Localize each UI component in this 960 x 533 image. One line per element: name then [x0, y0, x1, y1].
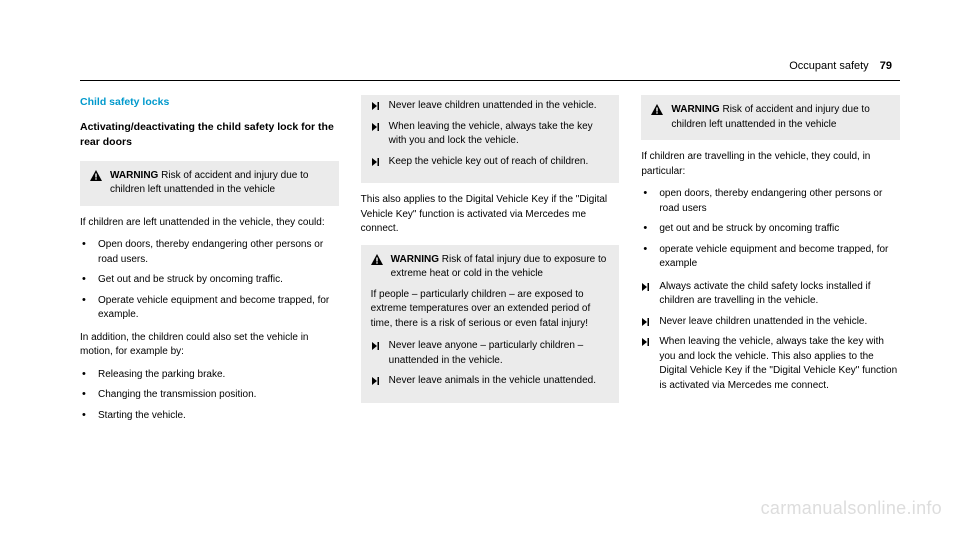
list-item: • get out and be struck by oncoming traff… [641, 222, 900, 237]
list-text: Always activate the child safety locks i… [659, 280, 900, 309]
header-rule [80, 80, 900, 81]
list-item: Always activate the child safety locks i… [641, 280, 900, 309]
list-item: Keep the vehicle key out of reach of chi… [371, 155, 610, 170]
list-item: Never leave animals in the vehicle unatt… [371, 374, 610, 389]
bullet-icon: • [80, 409, 90, 422]
arrow-icon [371, 122, 381, 132]
warning-box-1: WARNING Risk of accident and injury due … [80, 161, 339, 206]
warning-box-1-cont: Never leave children unattended in the v… [361, 95, 620, 183]
list-item: When leaving the vehicle, always take th… [371, 120, 610, 149]
list-item: • Releasing the parking brake. [80, 368, 339, 383]
list-text: When leaving the vehicle, always take th… [659, 335, 900, 393]
list-item: • operate vehicle equipment and become tr… [641, 243, 900, 272]
list-text: Never leave children unattended in the v… [659, 315, 867, 330]
list-text: Never leave children unattended in the v… [389, 99, 597, 114]
warning-box-2: WARNING Risk of fatal injury due to expo… [361, 245, 620, 403]
arrow-list: Never leave children unattended in the v… [371, 99, 610, 169]
watermark: carmanualsonline.info [761, 498, 942, 519]
paragraph: This also applies to the Digital Vehicle… [361, 193, 620, 237]
list-item: When leaving the vehicle, always take th… [641, 335, 900, 393]
arrow-list: Never leave anyone – particularly childr… [371, 339, 610, 389]
section-title: Child safety locks [80, 95, 339, 110]
warning-box-3: WARNING Risk of accident and injury due … [641, 95, 900, 140]
list-text: Get out and be struck by oncoming traffi… [98, 273, 283, 288]
manual-page: Occupant safety 79 Child safety locks Ac… [0, 0, 960, 451]
bullet-icon: • [641, 243, 651, 256]
list-text: Open doors, thereby endangering other pe… [98, 238, 339, 267]
bullet-icon: • [80, 368, 90, 381]
list-text: Never leave anyone – particularly childr… [389, 339, 610, 368]
list-item: • Starting the vehicle. [80, 409, 339, 424]
warning-icon [371, 254, 383, 265]
column-1: Child safety locks Activating/deactivati… [80, 95, 339, 431]
sub-title: Activating/deactivating the child safety… [80, 120, 339, 150]
bullet-icon: • [80, 273, 90, 286]
list-text: Never leave animals in the vehicle unatt… [389, 374, 596, 389]
warning-text: WARNING Risk of fatal injury due to expo… [391, 253, 610, 282]
arrow-icon [641, 337, 651, 347]
bullet-icon: • [80, 388, 90, 401]
bullet-icon: • [641, 187, 651, 200]
list-text: operate vehicle equipment and become tra… [659, 243, 900, 272]
list-item: • Operate vehicle equipment and become tr… [80, 294, 339, 323]
warning-icon [90, 170, 102, 181]
warning-label: WARNING [110, 170, 158, 181]
list-text: Operate vehicle equipment and become tra… [98, 294, 339, 323]
warning-label: WARNING [671, 104, 719, 115]
page-number: 79 [880, 60, 892, 72]
list-text: Changing the transmission position. [98, 388, 256, 403]
list-item: Never leave children unattended in the v… [371, 99, 610, 114]
arrow-icon [371, 376, 381, 386]
list-item: • Changing the transmission position. [80, 388, 339, 403]
warning-text: WARNING Risk of accident and injury due … [671, 103, 890, 132]
warning-icon [651, 104, 663, 115]
paragraph: In addition, the children could also set… [80, 331, 339, 360]
arrow-icon [641, 317, 651, 327]
list-text: Keep the vehicle key out of reach of chi… [389, 155, 589, 170]
arrow-icon [641, 282, 651, 292]
content-columns: Child safety locks Activating/deactivati… [80, 95, 900, 431]
column-2: Never leave children unattended in the v… [361, 95, 620, 431]
bullet-list: • Releasing the parking brake. • Changing … [80, 368, 339, 424]
bullet-icon: • [80, 294, 90, 307]
list-text: When leaving the vehicle, always take th… [389, 120, 610, 149]
arrow-list: Always activate the child safety locks i… [641, 280, 900, 394]
paragraph: If children are travelling in the vehicl… [641, 150, 900, 179]
arrow-icon [371, 341, 381, 351]
bullet-icon: • [641, 222, 651, 235]
page-header: Occupant safety 79 [80, 60, 900, 72]
paragraph: If people – particularly children – are … [371, 288, 610, 332]
bullet-list: • open doors, thereby endangering other p… [641, 187, 900, 272]
arrow-icon [371, 101, 381, 111]
bullet-list: • Open doors, thereby endangering other p… [80, 238, 339, 323]
list-text: Starting the vehicle. [98, 409, 186, 424]
warning-text: WARNING Risk of accident and injury due … [110, 169, 329, 198]
list-item: Never leave anyone – particularly childr… [371, 339, 610, 368]
warning-label: WARNING [391, 254, 439, 265]
paragraph: If children are left unattended in the v… [80, 216, 339, 231]
list-text: Releasing the parking brake. [98, 368, 225, 383]
list-item: • Open doors, thereby endangering other p… [80, 238, 339, 267]
column-3: WARNING Risk of accident and injury due … [641, 95, 900, 431]
list-text: open doors, thereby endangering other pe… [659, 187, 900, 216]
arrow-icon [371, 157, 381, 167]
section-name: Occupant safety [789, 60, 869, 72]
list-text: get out and be struck by oncoming traffi… [659, 222, 839, 237]
list-item: • open doors, thereby endangering other p… [641, 187, 900, 216]
bullet-icon: • [80, 238, 90, 251]
list-item: Never leave children unattended in the v… [641, 315, 900, 330]
list-item: • Get out and be struck by oncoming traff… [80, 273, 339, 288]
